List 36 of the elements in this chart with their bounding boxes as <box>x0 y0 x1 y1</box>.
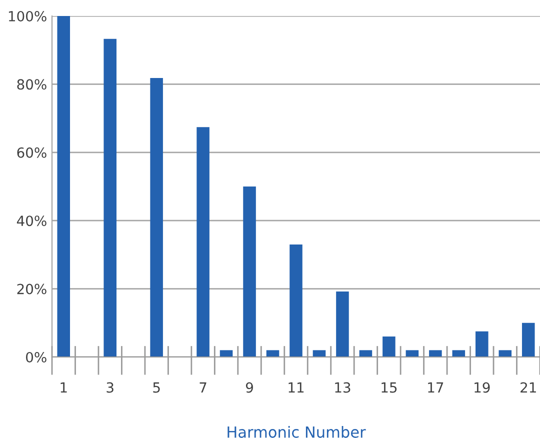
bar <box>266 350 280 357</box>
x-tick-label: 5 <box>153 382 160 393</box>
y-tick-label: 40% <box>16 216 46 226</box>
x-tick-label: 3 <box>106 382 114 393</box>
bar <box>220 350 233 357</box>
bar <box>150 78 163 357</box>
bar <box>196 127 210 357</box>
x-tick-label: 7 <box>200 382 206 393</box>
y-tick-label: 100% <box>8 10 46 22</box>
bar <box>522 322 535 357</box>
bar <box>382 336 396 357</box>
bar <box>406 350 419 357</box>
bar <box>336 292 349 357</box>
bar <box>498 350 512 357</box>
x-tick-label: 11 <box>288 382 304 393</box>
bar <box>243 186 256 357</box>
x-tick-label: 15 <box>382 382 397 393</box>
bar <box>312 350 326 357</box>
bar <box>57 16 70 357</box>
x-tick-label: 1 <box>60 382 67 393</box>
x-tick-label: 13 <box>335 382 350 393</box>
bar <box>104 38 116 357</box>
bar <box>429 350 442 357</box>
x-tick-label: 9 <box>246 382 253 393</box>
y-tick-label: 0% <box>26 352 46 362</box>
x-tick-label: 21 <box>520 382 536 393</box>
x-tick-label: 19 <box>474 382 490 393</box>
x-tick-label: 17 <box>428 382 444 393</box>
bar <box>452 350 466 357</box>
y-tick-label: 60% <box>17 147 46 158</box>
y-tick-label: 80% <box>17 79 46 90</box>
bar <box>359 350 372 357</box>
bar <box>290 244 302 357</box>
x-axis-title: Harmonic Number <box>228 426 366 438</box>
bar <box>476 331 488 357</box>
y-tick-label: 20% <box>17 284 46 294</box>
